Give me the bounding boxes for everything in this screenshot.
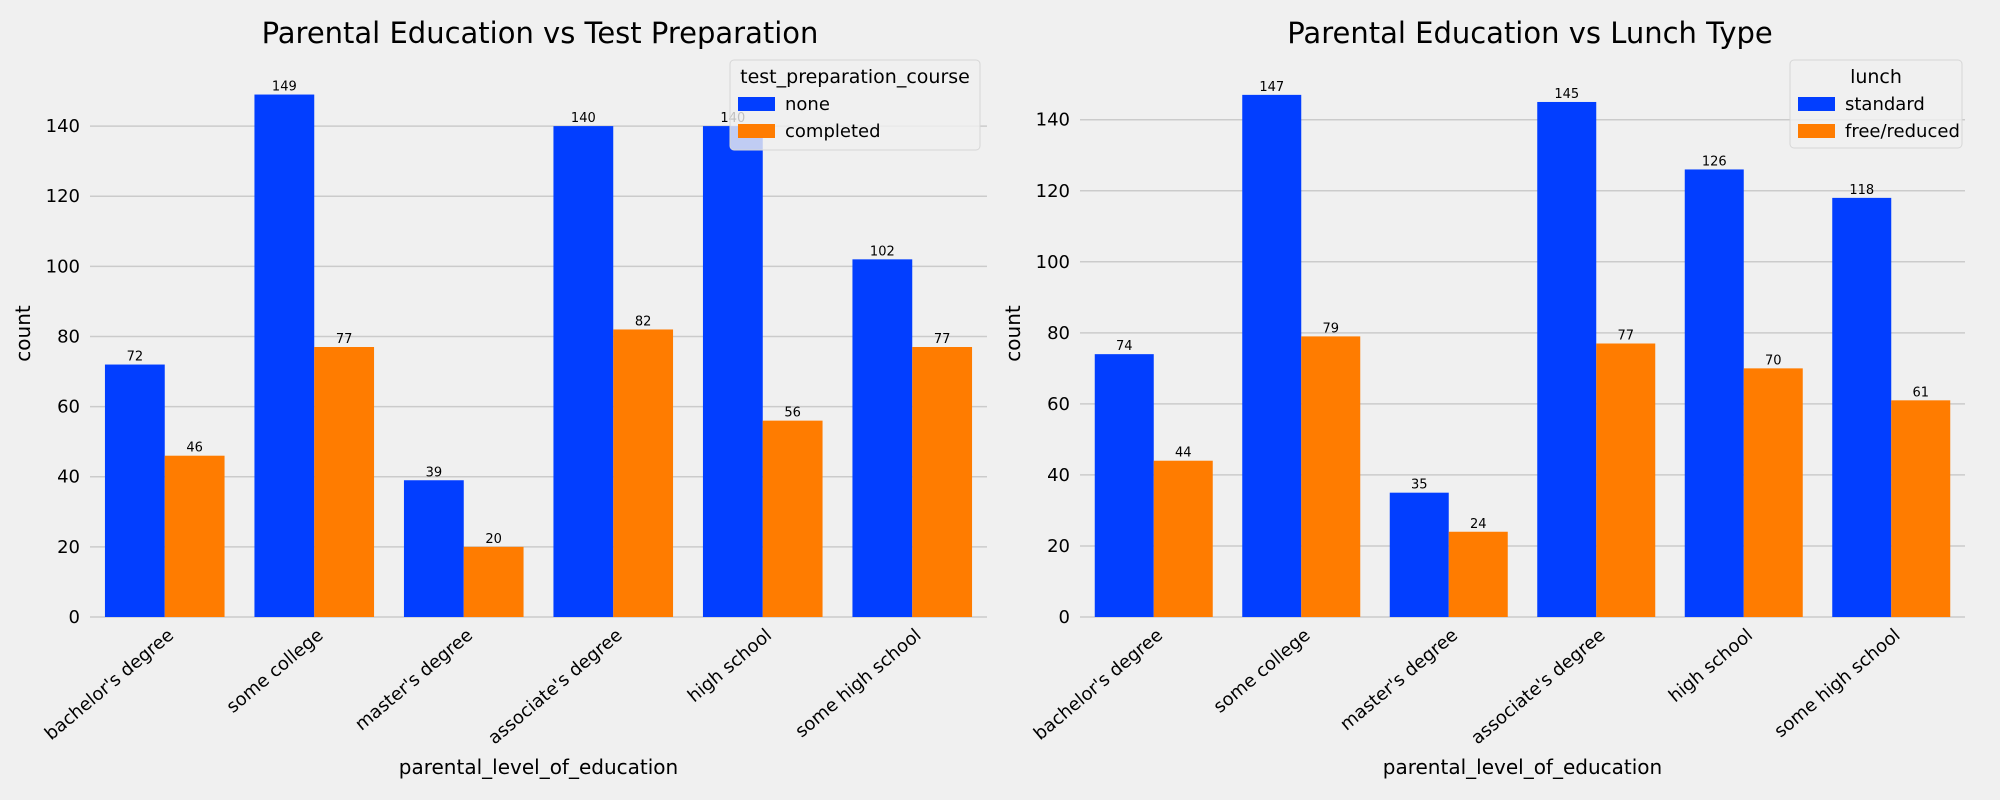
legend-swatch-standard [1798, 97, 1835, 111]
y-tick-label: 140 [1036, 110, 1070, 131]
chart-test-preparation: Parental Education vs Test Preparation 0 2… [11, 16, 987, 779]
bar-value-label: 126 [1702, 154, 1727, 169]
bar-free-reduced-associate-s-degree [1596, 343, 1656, 617]
y-tick-label: 80 [1047, 323, 1070, 344]
y-tick-label: 140 [46, 116, 80, 137]
bar-free-reduced-some-high-school [1891, 400, 1951, 617]
bar-value-label: 77 [336, 332, 353, 347]
legend-frame [729, 59, 981, 151]
y-tick-label: 120 [46, 186, 80, 207]
bar-standard-master-s-degree [1389, 492, 1449, 617]
bar-value-label: 46 [186, 441, 203, 456]
x-tick-label: some high school [791, 625, 925, 742]
y-tick-label: 0 [1059, 607, 1070, 628]
bar-value-label: 74 [1116, 339, 1133, 354]
bar-standard-high-school [1684, 169, 1744, 618]
x-tick-label: associate's degree [1467, 625, 1609, 749]
y-tick-label: 20 [1047, 536, 1070, 557]
chart-lunch-type: Parental Education vs Lunch Type 0 20 40 60 8… [1001, 16, 1965, 779]
bar-standard-some-high-school [1832, 197, 1892, 618]
chart-title: Parental Education vs Test Preparation [262, 16, 819, 50]
bar-completed-high-school [762, 420, 823, 617]
bar-value-label: 118 [1849, 183, 1874, 198]
bar-value-label: 79 [1322, 321, 1339, 336]
legend: lunch standard free/reduced [1789, 59, 1963, 149]
x-tick-label: bachelor's degree [41, 625, 178, 745]
x-axis-label: parental_level_of_education [399, 755, 678, 779]
x-tick-label: master's degree [1336, 625, 1462, 735]
bar-value-label: 149 [272, 80, 297, 95]
bar-none-high-school [702, 126, 763, 617]
bar-completed-bachelor-s-degree [164, 455, 225, 617]
bar-none-associate-s-degree [553, 126, 614, 617]
x-axis-label: parental_level_of_education [1383, 755, 1662, 779]
bar-free-reduced-master-s-degree [1448, 531, 1508, 617]
bar-value-label: 56 [784, 406, 801, 421]
legend-entry-free-reduced: free/reduced [1845, 121, 1960, 142]
bar-value-label: 61 [1912, 385, 1929, 400]
bar-value-label: 70 [1765, 353, 1782, 368]
legend-swatch-none [738, 97, 775, 111]
x-tick-label: high school [684, 625, 776, 707]
x-tick-label: master's degree [351, 625, 477, 735]
y-tick-label: 40 [57, 467, 80, 488]
bar-none-some-college [254, 94, 315, 618]
bar-value-label: 145 [1554, 87, 1579, 102]
bar-standard-some-college [1242, 94, 1302, 617]
y-tick-label: 120 [1036, 181, 1070, 202]
bar-standard-associate-s-degree [1537, 101, 1597, 617]
bar-completed-master-s-degree [463, 546, 524, 617]
y-tick-label: 0 [69, 607, 80, 628]
bar-standard-bachelor-s-degree [1094, 354, 1154, 617]
y-tick-label: 40 [1047, 465, 1070, 486]
bar-value-label: 20 [485, 532, 502, 547]
x-tick-label: high school [1665, 625, 1757, 707]
x-tick-label: associate's degree [484, 625, 626, 749]
bar-completed-some-college [314, 347, 375, 617]
bar-completed-some-high-school [912, 347, 973, 617]
x-tick-label: some college [1210, 625, 1315, 718]
bar-value-label: 77 [934, 332, 951, 347]
bar-value-label: 39 [426, 465, 443, 480]
bar-value-label: 102 [870, 244, 895, 259]
y-axis-label: count [1001, 305, 1025, 362]
legend-swatch-completed [738, 124, 775, 138]
bar-none-some-high-school [852, 259, 913, 617]
y-tick-label: 60 [57, 397, 80, 418]
legend-title: lunch [1850, 66, 1902, 88]
y-tick-label: 100 [46, 256, 80, 277]
y-tick-label: 100 [1036, 252, 1070, 273]
legend-title: test_preparation_course [740, 66, 970, 88]
y-tick-label: 20 [57, 537, 80, 558]
legend-entry-standard: standard [1845, 94, 1925, 115]
bar-value-label: 140 [571, 111, 596, 126]
bar-none-master-s-degree [403, 480, 464, 617]
y-tick-label: 60 [1047, 394, 1070, 415]
bar-free-reduced-bachelor-s-degree [1153, 460, 1213, 617]
bar-value-label: 24 [1470, 517, 1487, 532]
legend-entry-none: none [785, 94, 830, 115]
bar-value-label: 147 [1259, 80, 1284, 95]
legend-swatch-free-reduced [1798, 124, 1835, 138]
bar-value-label: 72 [127, 350, 144, 365]
x-tick-label: some high school [1770, 625, 1904, 742]
y-tick-label: 80 [57, 326, 80, 347]
x-tick-label: some college [223, 625, 328, 718]
bar-none-bachelor-s-degree [104, 364, 165, 617]
chart-title: Parental Education vs Lunch Type [1287, 16, 1773, 50]
y-axis-label: count [11, 305, 35, 362]
x-tick-label: bachelor's degree [1030, 625, 1167, 745]
bar-value-label: 82 [635, 314, 652, 329]
legend-entry-completed: completed [785, 121, 881, 142]
bar-completed-associate-s-degree [613, 329, 674, 617]
bar-value-label: 44 [1175, 446, 1192, 461]
bar-free-reduced-high-school [1743, 368, 1803, 617]
bar-free-reduced-some-college [1301, 336, 1361, 617]
bar-value-label: 35 [1411, 478, 1428, 493]
bar-value-label: 77 [1617, 329, 1634, 344]
